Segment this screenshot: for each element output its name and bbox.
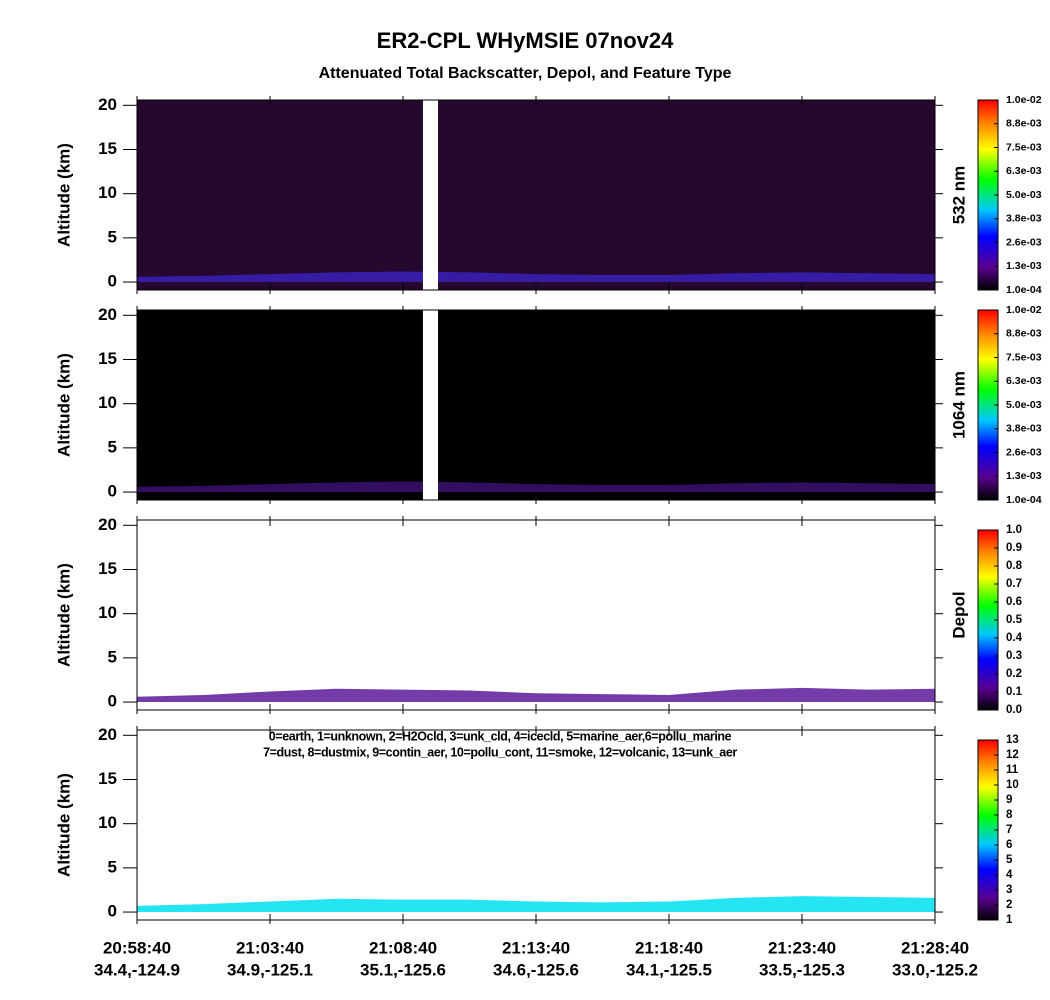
y-axis-label: Altitude (km) bbox=[54, 353, 73, 457]
data-gap bbox=[422, 100, 439, 290]
colorbar-tick-label: 13 bbox=[1006, 734, 1019, 746]
colorbar-tick-label: 0.9 bbox=[1006, 542, 1022, 554]
legend-text: 0=earth, 1=unknown, 2=H2Ocld, 3=unk_cld,… bbox=[269, 729, 732, 743]
colorbar-tick-label: 5.0e-03 bbox=[1006, 399, 1042, 411]
colorbar-tick-label: 8 bbox=[1006, 809, 1013, 821]
x-tick-label: 21:13:40 bbox=[502, 938, 570, 957]
colorbar-tick-label: 0.7 bbox=[1006, 578, 1022, 590]
y-axis-label: Altitude (km) bbox=[54, 773, 73, 877]
colorbar-tick-label: 0.6 bbox=[1006, 596, 1022, 608]
colorbar-tick-label: 3.8e-03 bbox=[1006, 213, 1042, 225]
colorbar-tick-label: 8.8e-03 bbox=[1006, 118, 1042, 130]
y-tick-label: 5 bbox=[108, 227, 117, 246]
colorbar-tick-label: 2.6e-03 bbox=[1006, 236, 1042, 248]
colorbar-tick-label: 1 bbox=[1006, 914, 1013, 926]
y-tick-label: 0 bbox=[108, 692, 117, 711]
x-tick-label: 21:23:40 bbox=[768, 938, 836, 957]
colorbar-tick-label: 11 bbox=[1006, 764, 1019, 776]
y-tick-label: 15 bbox=[98, 769, 117, 788]
y-tick-label: 10 bbox=[98, 813, 117, 832]
y-axis-label: Altitude (km) bbox=[54, 143, 73, 247]
y-tick-label: 20 bbox=[98, 95, 117, 114]
y-tick-label: 0 bbox=[108, 272, 117, 291]
y-tick-label: 20 bbox=[98, 725, 117, 744]
x-tick-location: 34.1,-125.5 bbox=[626, 960, 712, 979]
colorbar-label: 1064 nm bbox=[949, 371, 968, 439]
y-tick-label: 10 bbox=[98, 393, 117, 412]
y-tick-label: 10 bbox=[98, 603, 117, 622]
colorbar-tick-label: 5.0e-03 bbox=[1006, 189, 1042, 201]
plot-background bbox=[137, 520, 935, 710]
colorbar-tick-label: 4 bbox=[1006, 869, 1013, 881]
x-tick-location: 34.4,-124.9 bbox=[94, 960, 180, 979]
colorbar-tick-label: 0.0 bbox=[1006, 704, 1022, 716]
colorbar-tick-label: 7.5e-03 bbox=[1006, 141, 1042, 153]
aerosol-layer bbox=[137, 271, 935, 283]
aerosol-layer bbox=[137, 896, 935, 913]
chart-title: ER2-CPL WHyMSIE 07nov24 bbox=[377, 28, 674, 53]
x-tick-location: 33.0,-125.2 bbox=[892, 960, 978, 979]
aerosol-layer bbox=[137, 687, 935, 703]
y-tick-label: 20 bbox=[98, 305, 117, 324]
colorbar-tick-label: 0.5 bbox=[1006, 614, 1023, 626]
y-tick-label: 20 bbox=[98, 515, 117, 534]
colorbar-tick-label: 3 bbox=[1006, 884, 1012, 896]
colorbar-tick-label: 10 bbox=[1006, 779, 1019, 791]
plot-background bbox=[137, 310, 935, 500]
x-tick-label: 20:58:40 bbox=[103, 938, 171, 957]
colorbar-tick-label: 0.3 bbox=[1006, 650, 1022, 662]
chart-subtitle: Attenuated Total Backscatter, Depol, and… bbox=[319, 65, 732, 82]
y-tick-label: 15 bbox=[98, 349, 117, 368]
colorbar-tick-label: 7 bbox=[1006, 824, 1012, 836]
y-tick-label: 5 bbox=[108, 647, 117, 666]
colorbar-tick-label: 8.8e-03 bbox=[1006, 328, 1042, 340]
colorbar-label: Depol bbox=[949, 591, 968, 638]
x-tick-location: 35.1,-125.6 bbox=[360, 960, 446, 979]
x-tick-label: 21:08:40 bbox=[369, 938, 437, 957]
colorbar-tick-label: 1.0 bbox=[1006, 524, 1022, 536]
x-tick-label: 21:18:40 bbox=[635, 938, 703, 957]
colorbar-tick-label: 5 bbox=[1006, 854, 1013, 866]
colorbar-tick-label: 7.5e-03 bbox=[1006, 351, 1042, 363]
colorbar-label: 532 nm bbox=[949, 166, 968, 225]
y-tick-label: 5 bbox=[108, 437, 117, 456]
colorbar-tick-label: 6.3e-03 bbox=[1006, 165, 1042, 177]
colorbar-tick-label: 3.8e-03 bbox=[1006, 423, 1042, 435]
x-tick-location: 34.9,-125.1 bbox=[227, 960, 313, 979]
colorbar-tick-label: 2 bbox=[1006, 899, 1012, 911]
x-tick-location: 34.6,-125.6 bbox=[493, 960, 579, 979]
plot-background bbox=[137, 100, 935, 290]
colorbar-tick-label: 0.8 bbox=[1006, 560, 1023, 572]
colorbar-tick-label: 0.4 bbox=[1006, 632, 1023, 644]
y-tick-label: 15 bbox=[98, 139, 117, 158]
x-tick-label: 21:28:40 bbox=[901, 938, 969, 957]
colorbar-tick-label: 12 bbox=[1006, 749, 1019, 761]
y-axis-label: Altitude (km) bbox=[54, 563, 73, 667]
data-gap bbox=[422, 310, 439, 500]
colorbar-tick-label: 1.0e-02 bbox=[1006, 304, 1042, 316]
colorbar-tick-label: 9 bbox=[1006, 794, 1012, 806]
plot-background bbox=[137, 730, 935, 920]
x-tick-location: 33.5,-125.3 bbox=[759, 960, 845, 979]
colorbar-tick-label: 1.3e-03 bbox=[1006, 470, 1042, 482]
y-tick-label: 15 bbox=[98, 559, 117, 578]
colorbar-tick-label: 0.1 bbox=[1006, 686, 1023, 698]
colorbar-tick-label: 1.0e-02 bbox=[1006, 94, 1042, 106]
legend-text: 7=dust, 8=dustmix, 9=contin_aer, 10=poll… bbox=[263, 745, 737, 759]
colorbar-tick-label: 1.3e-03 bbox=[1006, 260, 1042, 272]
colorbar-tick-label: 2.6e-03 bbox=[1006, 446, 1042, 458]
colorbar-tick-label: 1.0e-04 bbox=[1006, 284, 1042, 296]
colorbar-tick-label: 0.2 bbox=[1006, 668, 1022, 680]
colorbar-tick-label: 6.3e-03 bbox=[1006, 375, 1042, 387]
aerosol-layer bbox=[137, 481, 935, 493]
y-tick-label: 0 bbox=[108, 902, 117, 921]
y-tick-label: 0 bbox=[108, 482, 117, 501]
colorbar-tick-label: 6 bbox=[1006, 839, 1012, 851]
y-tick-label: 5 bbox=[108, 857, 117, 876]
x-tick-label: 21:03:40 bbox=[236, 938, 304, 957]
colorbar-tick-label: 1.0e-04 bbox=[1006, 494, 1042, 506]
y-tick-label: 10 bbox=[98, 183, 117, 202]
